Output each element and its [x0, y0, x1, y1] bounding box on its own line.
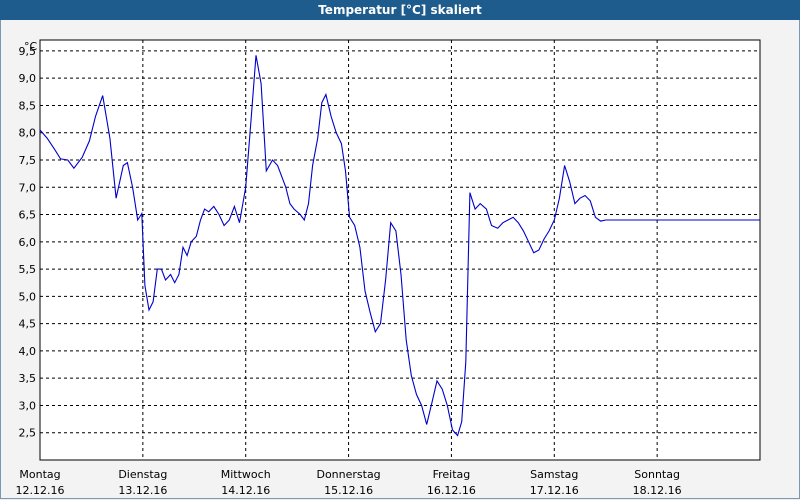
- x-tick-day-label: Sonntag: [634, 468, 680, 481]
- x-tick-date-label: 17.12.16: [530, 484, 579, 497]
- x-axis-ticks: Montag 12.12.16 Dienstag 13.12.16 Mittwoch 14…: [16, 468, 682, 497]
- x-tick-date-label: 18.12.16: [633, 484, 682, 497]
- x-tick-day-label: Dienstag: [118, 468, 167, 481]
- y-tick-label: 3,0: [19, 399, 37, 412]
- y-tick-label: 2,5: [19, 427, 37, 440]
- temperature-series-line: [39, 55, 760, 437]
- x-tick-day-label: Mittwoch: [221, 468, 271, 481]
- y-tick-label: 7,0: [19, 181, 37, 194]
- x-tick-day-label: Freitag: [433, 468, 471, 481]
- x-tick-date-label: 16.12.16: [427, 484, 476, 497]
- x-tick-date-label: 13.12.16: [118, 484, 167, 497]
- plot-area: [39, 39, 761, 461]
- y-axis-ticks: 2,5 3,0 3,5 4,0 4,5 5,0 5,5 6,0 6,5 7,0 7,5 8,0 8,5 9…: [19, 45, 37, 440]
- x-tick-day-label: Donnerstag: [316, 468, 380, 481]
- x-tick-date-label: 15.12.16: [324, 484, 373, 497]
- y-tick-label: 9,0: [19, 72, 37, 85]
- x-tick-day-label: Samstag: [530, 468, 578, 481]
- y-tick-label: 8,5: [19, 99, 37, 112]
- y-tick-label: 3,5: [19, 372, 37, 385]
- y-tick-label: 4,0: [19, 345, 37, 358]
- y-tick-label: 4,5: [19, 318, 37, 331]
- y-tick-label: 9,5: [19, 45, 37, 58]
- series-group: [39, 55, 760, 437]
- y-axis-unit-label: °C: [24, 40, 38, 53]
- y-tick-label: 7,5: [19, 154, 37, 167]
- y-tick-label: 6,5: [19, 209, 37, 222]
- y-tick-label: 5,5: [19, 263, 37, 276]
- chart-title: Temperatur [°C] skaliert: [318, 3, 482, 17]
- y-tick-label: 8,0: [19, 127, 37, 140]
- x-tick-date-label: 14.12.16: [221, 484, 270, 497]
- y-tick-label: 5,0: [19, 290, 37, 303]
- y-tick-label: 6,0: [19, 236, 37, 249]
- x-tick-date-label: 12.12.16: [16, 484, 65, 497]
- x-tick-day-label: Montag: [19, 468, 60, 481]
- chart-title-bar: Temperatur [°C] skaliert: [0, 0, 800, 20]
